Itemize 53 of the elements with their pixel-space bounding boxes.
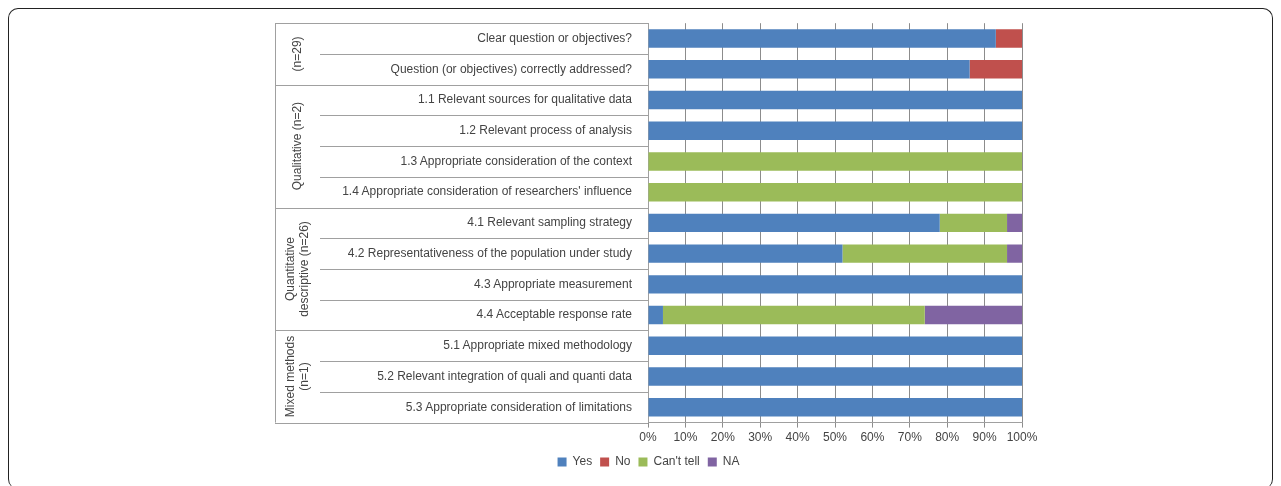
x-tick-label: 30% [748,430,773,445]
y-tick-label: 4.3 Appropriate measurement [473,276,633,291]
bar [842,244,1008,263]
bar [648,275,1022,294]
x-tick-label: 10% [673,430,698,445]
y-tick-label: 4.2 Representativeness of the population under study [347,245,632,260]
bar [648,305,663,325]
bar [648,121,1022,140]
bar [939,213,1008,233]
legend-label: Yes [572,454,593,469]
y-tick-label: 4.4 Acceptable response rate [476,307,633,322]
bar [648,367,1022,386]
text: Quantitative descriptive (n=26) [282,221,311,317]
bar [648,336,1022,356]
y-tick-label: Clear question or objectives? [477,30,633,45]
bar [648,90,1022,110]
x-tick-label: 20% [710,430,736,445]
bar [648,244,843,263]
x-tick-label: 60% [860,430,885,445]
y-tick-label: Question (or objectives) correctly addressed? [390,61,633,76]
legend-label: No [615,454,631,469]
bar [995,29,1022,48]
text: (n=29) [289,36,304,72]
bar [648,398,1022,417]
text: Mixed methods (n=1) [282,335,311,418]
bar [648,213,940,233]
y-tick-label: 5.2 Relevant integration of quali and quanti data [377,368,633,383]
legend-label: NA [722,454,740,469]
bar [924,305,1022,325]
x-tick-label: 80% [935,430,960,445]
x-tick-label: 70% [897,430,923,445]
y-tick-label: 1.3 Appropriate consideration of the context [400,153,633,168]
x-tick-label: 40% [785,430,810,445]
y-tick-label: 5.3 Appropriate consideration of limitations [405,399,632,414]
bar [969,60,1022,79]
text: Qualitative (n=2) [289,101,304,191]
bar [648,152,1022,171]
bar [648,60,970,79]
y-tick-label: 5.1 Appropriate mixed methodology [443,338,632,353]
bar [648,29,996,48]
legend-label: Can't tell [653,454,700,469]
x-tick-label: 0% [639,430,657,445]
bar [1007,213,1022,233]
y-tick-label: 4.1 Relevant sampling strategy [467,215,632,230]
x-tick-label: 100% [1006,430,1038,445]
bar [662,305,925,325]
bar [648,182,1022,202]
x-tick-label: 90% [972,430,997,445]
y-tick-label: 1.2 Relevant process of analysis [459,123,632,138]
bar [1007,244,1022,263]
x-tick-label: 50% [822,430,848,445]
y-tick-label: 1.1 Relevant sources for qualitative data [417,92,633,107]
y-tick-label: 1.4 Appropriate consideration of researchers' influence [342,184,633,199]
